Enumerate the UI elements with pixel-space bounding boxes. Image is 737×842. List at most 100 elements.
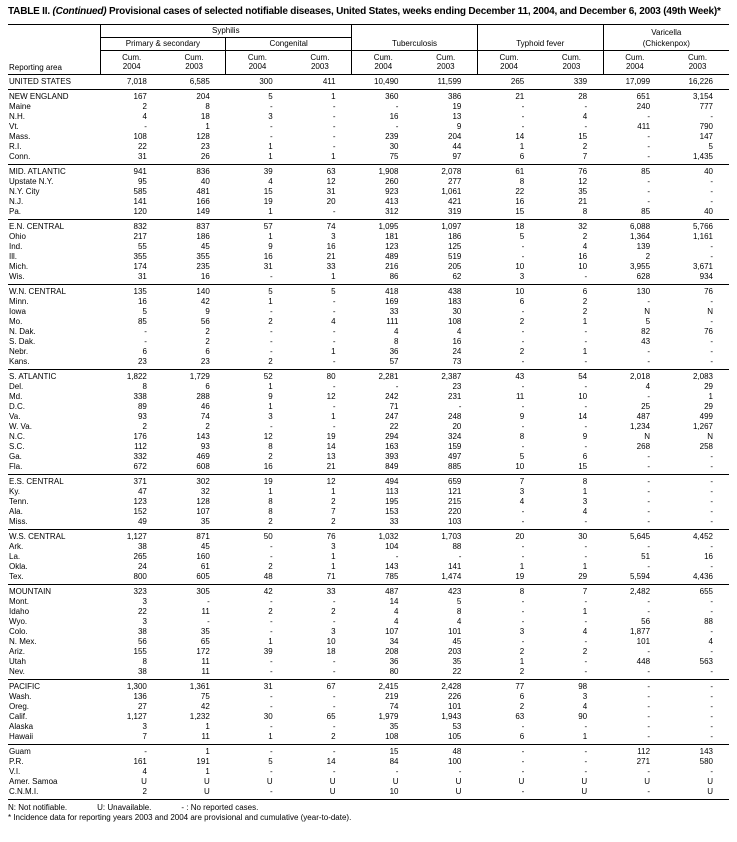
value-cell: - <box>647 731 651 741</box>
value-cell: 108 <box>448 316 462 326</box>
value-cell: - <box>710 711 713 721</box>
value-cell: 48 <box>452 746 462 756</box>
reporting-area-cell: Ky. <box>9 486 20 496</box>
reporting-area-cell: Tex. <box>9 571 24 581</box>
value-cell: 15 <box>389 746 399 756</box>
value-cell: 135 <box>133 286 147 296</box>
value-cell: 38 <box>137 666 147 676</box>
cum-label: Cum. <box>247 52 268 62</box>
value-cell: 48 <box>263 571 273 581</box>
value-cell: - <box>647 296 651 306</box>
value-cell: - <box>647 176 651 186</box>
value-cell: - <box>270 551 273 561</box>
table-row: Wyo. 3 - - - 4 4 - - 56 88 <box>8 617 729 627</box>
value-cell: 20 <box>452 421 462 431</box>
value-cell: 934 <box>699 271 713 281</box>
value-cell: 31 <box>263 681 273 691</box>
value-cell: U <box>581 786 588 796</box>
table-row: S. Dak. - 2 - - 8 16 - - 43 - <box>8 337 729 347</box>
value-cell: - <box>584 326 588 336</box>
table-row: Iowa 5 9 - - 33 30 - 2 N N <box>8 307 729 317</box>
value-cell: - <box>521 336 525 346</box>
value-cell: 2 <box>582 231 588 241</box>
value-cell: 2 <box>331 606 336 616</box>
value-cell: 88 <box>452 541 462 551</box>
value-cell: 1 <box>331 271 336 281</box>
value-cell: 271 <box>636 756 651 766</box>
value-cell: 1 <box>268 401 273 411</box>
value-cell: 40 <box>200 176 210 186</box>
value-cell: 18 <box>326 646 336 656</box>
col-header-typhoid-2003: Cum. 2003 <box>540 50 604 75</box>
reporting-area-cell: Ga. <box>9 451 22 461</box>
value-cell: 4 <box>394 616 399 626</box>
value-cell: 3 <box>268 111 273 121</box>
value-cell: - <box>584 766 588 776</box>
reporting-area-cell: P.R. <box>9 756 24 766</box>
value-cell: 871 <box>196 531 210 541</box>
value-cell: 186 <box>448 231 462 241</box>
value-cell: - <box>270 421 273 431</box>
value-cell: 563 <box>699 656 713 666</box>
value-cell: - <box>584 101 588 111</box>
reporting-area-cell: W. Va. <box>9 421 32 431</box>
value-cell: 265 <box>510 76 525 86</box>
value-cell: 76 <box>704 286 713 296</box>
value-cell: 2 <box>519 701 525 711</box>
value-cell: 16 <box>200 271 210 281</box>
value-cell: 3 <box>268 411 273 421</box>
value-cell: 43 <box>515 371 525 381</box>
value-cell: 605 <box>196 571 210 581</box>
value-cell: 2,078 <box>441 166 462 176</box>
region-section: Guam -1- -15 48- -112 143 P.R. 161 191 5 14 84 100- -… <box>8 744 729 799</box>
value-cell: 8 <box>268 506 273 516</box>
value-cell: 10 <box>515 261 525 271</box>
value-cell: 1 <box>582 561 588 571</box>
value-cell: 65 <box>200 636 210 646</box>
value-cell: 800 <box>133 571 147 581</box>
table-title: TABLE II. (Continued) Provisional cases … <box>8 6 729 19</box>
value-cell: 52 <box>263 371 273 381</box>
table-row: C.N.M.I. 2 U - U 10 U - U - U <box>8 787 729 800</box>
value-cell: 2,482 <box>630 586 651 596</box>
value-cell: N <box>707 306 713 316</box>
value-cell: 36 <box>389 346 399 356</box>
value-cell: 98 <box>578 681 588 691</box>
value-cell: 849 <box>385 461 399 471</box>
value-cell: N <box>644 431 651 441</box>
value-cell: 6 <box>519 296 525 306</box>
value-cell: 105 <box>448 731 462 741</box>
value-cell: 77 <box>515 681 525 691</box>
value-cell: 85 <box>641 166 651 176</box>
table-row: MOUNTAIN 323 305 42 33 487 423 8 7 2,482 655 <box>8 584 729 597</box>
value-cell: 8 <box>519 176 525 186</box>
value-cell: 49 <box>137 516 147 526</box>
region-section: PACIFIC 1,300 1,361 31 67 2,415 2,428 77 98- - Was… <box>8 679 729 744</box>
value-cell: 1 <box>268 486 273 496</box>
value-cell: - <box>647 151 651 161</box>
value-cell: - <box>521 766 525 776</box>
value-cell: - <box>710 356 713 366</box>
value-cell: - <box>710 561 713 571</box>
value-cell: - <box>521 441 525 451</box>
value-cell: 418 <box>385 286 399 296</box>
value-cell: 1 <box>519 656 525 666</box>
year-label: 2003 <box>688 62 707 71</box>
value-cell: 386 <box>448 91 462 101</box>
value-cell: 4 <box>456 326 462 336</box>
value-cell: - <box>521 636 525 646</box>
value-cell: - <box>584 441 588 451</box>
value-cell: - <box>144 336 147 346</box>
value-cell: - <box>332 141 336 151</box>
value-cell: 3 <box>142 596 147 606</box>
table-row: Colo. 38 35 - 3 107 101 3 4 1,877 - <box>8 627 729 637</box>
year-label: 2004 <box>625 62 644 71</box>
value-cell: - <box>521 306 525 316</box>
table-row: Conn. 31 26 1 1 75 97 6 7 - 1,435 <box>8 152 729 165</box>
table-row: Md. 338 288 9 12 242 231 11 10 - 1 <box>8 392 729 402</box>
value-cell: 31 <box>263 261 273 271</box>
value-cell: 155 <box>133 646 147 656</box>
value-cell: 5 <box>268 286 273 296</box>
value-cell: - <box>710 316 713 326</box>
value-cell: 208 <box>385 646 399 656</box>
